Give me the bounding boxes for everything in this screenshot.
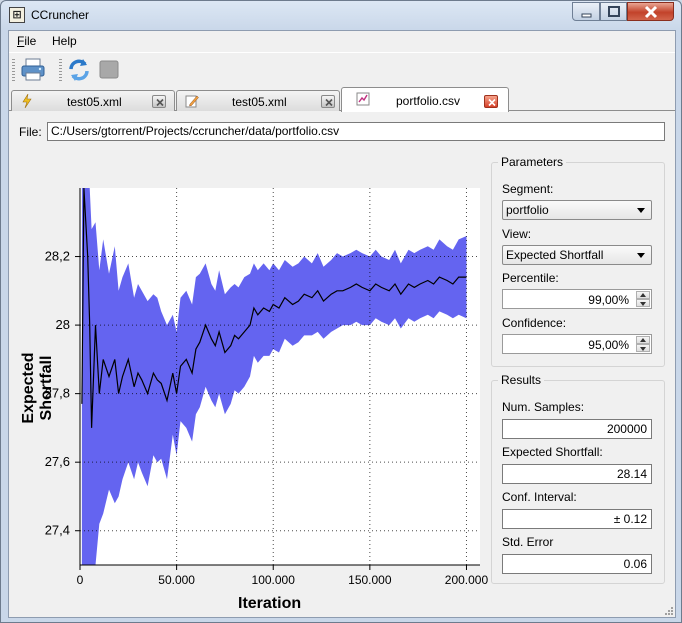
view-select[interactable]: Expected Shortfall — [502, 245, 652, 265]
minimize-icon — [581, 13, 592, 18]
tab-close-button[interactable] — [321, 95, 335, 108]
results-group: Results Num. Samples: 200000 Expected Sh… — [491, 373, 665, 584]
std-error-field[interactable]: 0.06 — [502, 554, 652, 574]
menu-bar: File Help — [9, 31, 675, 51]
x-tick-label: 50.000 — [158, 573, 195, 587]
close-icon — [488, 98, 496, 107]
x-tick-label: 150.000 — [348, 573, 392, 587]
refresh-icon — [69, 59, 89, 81]
maximize-icon — [608, 6, 620, 17]
y-tick-label: 28,2 — [45, 249, 70, 264]
confidence-band — [81, 188, 467, 565]
y-tick-label: 27,8 — [45, 386, 70, 401]
tab-content: File: C:/Users/gtorrent/Projects/ccrunch… — [9, 112, 675, 617]
spin-down-button[interactable] — [636, 299, 650, 307]
segment-label: Segment: — [502, 182, 554, 196]
confidence-value: 95,00% — [588, 338, 629, 352]
confidence-label: Confidence: — [502, 316, 567, 330]
y-axis-title: Expected Shortfall — [20, 352, 55, 424]
stop-button[interactable] — [97, 57, 123, 83]
conf-interval-field[interactable]: ± 0.12 — [502, 509, 652, 529]
expected-shortfall-chart: 0 50.000 100.000 150.000 200.000 27,4 27,6 27,8… — [45, 187, 489, 587]
toolbar-grip[interactable] — [12, 59, 15, 81]
conf-interval-label: Conf. Interval: — [502, 490, 577, 504]
tab-close-button[interactable] — [152, 95, 166, 108]
tab-test05-xml-2[interactable]: test05.xml — [176, 90, 340, 111]
num-samples-label: Num. Samples: — [502, 400, 585, 414]
resize-grip-icon[interactable] — [663, 605, 673, 615]
plot-area: 0 50.000 100.000 150.000 200.000 27,4 27,6 27,8… — [19, 152, 489, 612]
edit-document-icon — [185, 95, 199, 108]
confidence-spinbox[interactable]: 95,00% — [502, 334, 652, 354]
y-tick-label: 28 — [56, 317, 70, 332]
maximize-button[interactable] — [600, 2, 627, 21]
spin-up-button[interactable] — [636, 336, 650, 344]
spin-down-button[interactable] — [636, 344, 650, 352]
minimize-button[interactable] — [572, 2, 600, 21]
window-title: CCruncher — [31, 8, 90, 22]
print-button[interactable] — [20, 57, 46, 83]
toolbar — [9, 52, 675, 85]
chart-document-icon — [356, 92, 370, 106]
menu-file-accel: F — [17, 34, 25, 48]
close-icon — [325, 98, 333, 107]
parameters-title: Parameters — [498, 155, 567, 169]
chevron-down-icon — [637, 253, 645, 258]
segment-select[interactable]: portfolio — [502, 200, 652, 220]
x-axis-title: Iteration — [238, 595, 302, 612]
client-area: File Help — [8, 30, 676, 618]
expected-shortfall-line — [81, 187, 467, 428]
tab-bar: test05.xml test05.xml portfolio.csv — [9, 87, 675, 112]
percentile-value: 99,00% — [588, 293, 629, 307]
toolbar-grip-2[interactable] — [59, 59, 62, 81]
tab-label: portfolio.csv — [396, 94, 461, 108]
parameters-group: Parameters Segment: portfolio View: Expe… — [491, 155, 665, 367]
ccruncher-app-icon[interactable]: ⊞ — [9, 7, 25, 23]
y-tick-label: 27,6 — [45, 454, 70, 469]
close-window-button[interactable] — [627, 2, 674, 21]
segment-value: portfolio — [506, 203, 549, 217]
title-bar[interactable]: ⊞ CCruncher — [1, 1, 681, 29]
view-label: View: — [502, 227, 532, 241]
x-tick-label: 200.000 — [445, 573, 489, 587]
menu-file-rest: ile — [24, 34, 37, 48]
percentile-spinbox[interactable]: 99,00% — [502, 289, 652, 309]
file-path-field[interactable]: C:/Users/gtorrent/Projects/ccruncher/dat… — [47, 122, 665, 141]
x-tick-label: 100.000 — [252, 573, 296, 587]
close-icon — [156, 98, 164, 107]
lightning-icon — [22, 94, 32, 108]
printer-icon — [21, 58, 45, 81]
x-tick-label: 0 — [77, 573, 84, 587]
refresh-button[interactable] — [66, 57, 92, 83]
menu-file[interactable]: File — [17, 34, 36, 48]
tab-test05-xml-1[interactable]: test05.xml — [11, 90, 175, 111]
y-tick-label: 27,4 — [45, 523, 70, 538]
menu-help[interactable]: Help — [52, 34, 77, 48]
spin-up-button[interactable] — [636, 291, 650, 299]
tab-close-button[interactable] — [484, 95, 498, 108]
expected-shortfall-label: Expected Shortfall: — [502, 445, 603, 459]
chevron-down-icon — [637, 208, 645, 213]
view-value: Expected Shortfall — [506, 248, 604, 262]
std-error-label: Std. Error — [502, 535, 554, 549]
stop-icon — [99, 60, 119, 79]
expected-shortfall-field[interactable]: 28.14 — [502, 464, 652, 484]
tab-portfolio-csv[interactable]: portfolio.csv — [341, 87, 509, 112]
tab-label: test05.xml — [67, 95, 122, 109]
file-label: File: — [19, 125, 42, 139]
num-samples-field[interactable]: 200000 — [502, 419, 652, 439]
percentile-label: Percentile: — [502, 271, 559, 285]
tab-label: test05.xml — [232, 95, 287, 109]
results-title: Results — [498, 373, 545, 387]
close-icon — [644, 5, 658, 19]
